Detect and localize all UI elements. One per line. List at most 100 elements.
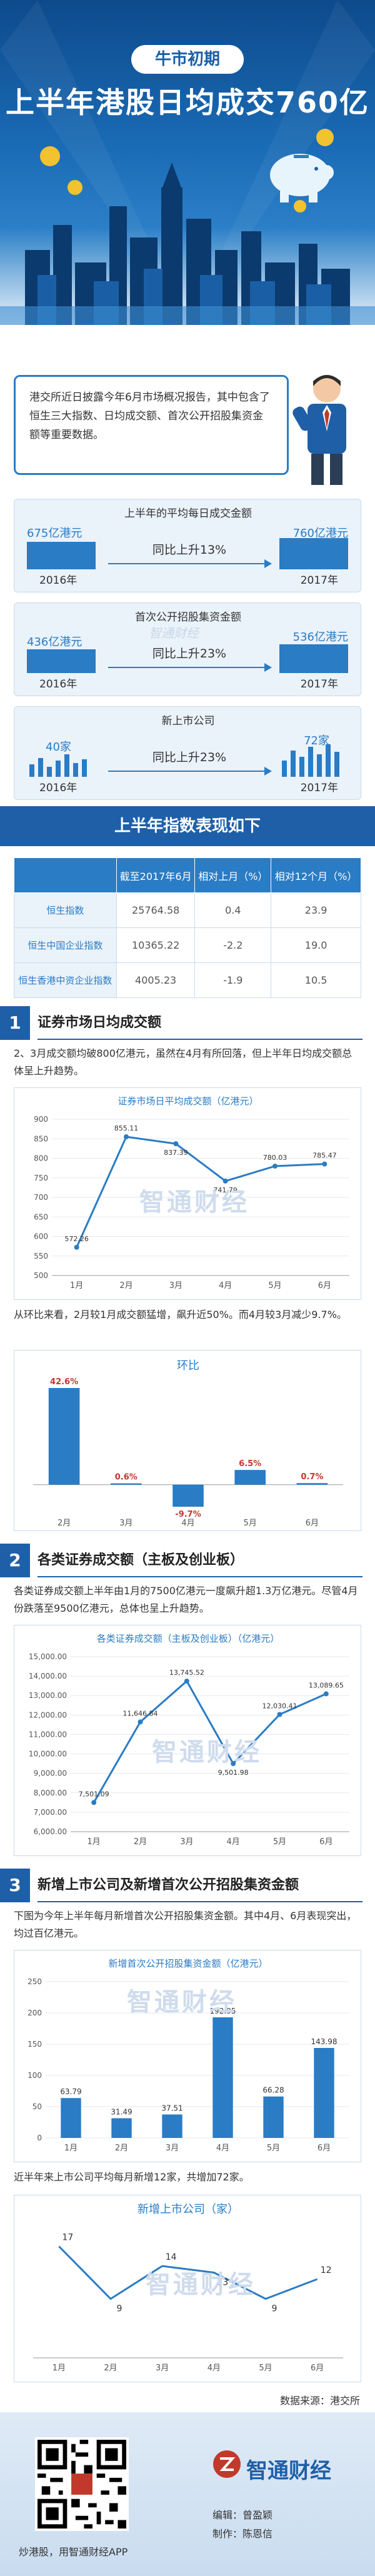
index-name: 恒生香港中资企业指数	[14, 962, 117, 998]
table-cell: 23.9	[271, 892, 361, 928]
stat-right-bar	[279, 538, 348, 569]
x-tick-label: 3月	[166, 2144, 179, 2153]
stat-right-value: 760亿港元	[292, 527, 348, 540]
chart-svg: 新增首次公开招股集资金额（亿港元） 0 50 100 150 200 250 63.79 1月 3…	[28, 1958, 349, 2153]
x-tick-label: 5月	[267, 2144, 280, 2153]
intro-section: 港交所近日披露今年6月市场概况报告，其中包含了恒生三大指数、日均成交额、首次公开…	[14, 375, 361, 486]
y-tick-label: 50	[32, 2102, 42, 2111]
editor-credit: 编辑：曾盈颖	[212, 2509, 273, 2521]
stat-new-listings: 新上市公司 40家 72家 同比上升23% 2016年 2017年	[14, 706, 361, 800]
data-label: 0.7%	[301, 1472, 323, 1482]
y-tick-label: 100	[28, 2071, 42, 2080]
stat-right-value: 72家	[304, 734, 329, 747]
y-tick-label: 15,000.00	[29, 1652, 67, 1661]
table-cell: 10365.22	[116, 927, 196, 963]
hero-banner: 牛市初期 上半年港股日均成交760亿	[0, 0, 375, 325]
index-table: 截至2017年6月 相对上月（%） 相对12个月（%） 恒生指数 25764.5…	[14, 857, 361, 998]
chart-new-listings: 新增上市公司（家） 17 1月 9 2月 14 3月 13 4月 9 5月 12 6月 智通财经	[14, 2195, 361, 2382]
index-section-title: 上半年指数表现如下	[0, 806, 375, 846]
stat-title: 首次公开招股集资金额	[135, 611, 241, 624]
y-tick-label: 6,000.00	[34, 1827, 67, 1836]
data-label: 780.03	[263, 1154, 288, 1162]
stat-title: 新上市公司	[161, 715, 215, 727]
x-tick-label: 6月	[318, 1281, 331, 1290]
chart-daily-turnover: 证券市场日平均成交额（亿港元） 500 550 600 650 700 750 800 850 9…	[14, 1087, 361, 1300]
stat-daily-turnover: 上半年的平均每日成交金额 675亿港元 760亿港元 同比上升13% 2016年…	[14, 499, 361, 592]
bar	[162, 2114, 182, 2138]
bar	[111, 1483, 142, 1485]
table-header	[14, 857, 117, 893]
data-label: 42.6%	[50, 1377, 78, 1387]
table-cell: 0.4	[194, 892, 272, 928]
data-point	[277, 1712, 282, 1717]
x-tick-label: 6月	[311, 2364, 324, 2373]
x-tick-label: 1月	[64, 2144, 78, 2153]
y-tick-label: 0	[37, 2134, 42, 2142]
table-cell: -1.9	[194, 962, 272, 998]
chart-mom-change: 环比 42.6% 2月 0.6% 3月 -9.7% 4月 6.5% 5月 0.7% 6月	[14, 1350, 361, 1531]
section-3-header: 3 新增上市公司及新增首次公开招股集资金额	[0, 1869, 375, 1902]
stat-left-bar	[27, 542, 96, 569]
businessman-illustration	[292, 375, 346, 485]
section-2-header: 2 各类证券成交额（主板及创业板）	[0, 1544, 375, 1577]
x-tick-label: 1月	[70, 1281, 83, 1290]
data-label: 0.6%	[115, 1473, 138, 1482]
chart-svg: 环比 42.6% 2月 0.6% 3月 -9.7%4月 6.5% 5月 0.7% 6月	[33, 1359, 343, 1528]
chart-watermark: 智通财经	[146, 2270, 256, 2299]
y-tick-label: 13,000.00	[29, 1691, 67, 1700]
table-cell: -2.2	[194, 927, 272, 963]
chart-ipo-funds: 新增首次公开招股集资金额（亿港元） 0 50 100 150 200 250 63.79 1月 3…	[14, 1950, 361, 2162]
chart-title: 各类证券成交额（主板及创业板）（亿港元）	[97, 1633, 280, 1644]
x-tick-label: 5月	[268, 1281, 281, 1290]
stat-left-bar	[27, 649, 96, 673]
stat-left-value: 40家	[46, 741, 71, 754]
data-label: 31.49	[111, 2108, 132, 2117]
x-tick-label: 2月	[104, 2364, 117, 2373]
bar	[314, 2048, 334, 2138]
x-tick-label: 4月	[227, 1837, 240, 1847]
x-tick-label: 2月	[58, 1519, 71, 1528]
section-3-paragraph-2: 近半年来上市公司平均每月新增12家，共增加72家。	[14, 2171, 249, 2183]
chart-title: 新增首次公开招股集资金额（亿港元）	[108, 1958, 268, 1969]
chart-title: 新增上市公司（家）	[138, 2203, 239, 2216]
data-label: 13,089.65	[309, 1681, 344, 1689]
y-tick-label: 850	[34, 1134, 48, 1143]
bar	[172, 1484, 204, 1507]
bar	[212, 2017, 233, 2138]
x-tick-label: 6月	[318, 2144, 331, 2153]
y-tick-label: 10,000.00	[29, 1750, 67, 1759]
hero-background-art	[0, 0, 375, 325]
stat-left-year: 2016年	[39, 782, 78, 794]
qr-code-icon[interactable]	[35, 2437, 129, 2531]
chart-securities-turnover: 各类证券成交额（主板及创业板）（亿港元） 6,000.00 7,000.00 8,00…	[14, 1625, 361, 1856]
bar	[296, 1483, 328, 1485]
bar	[263, 2096, 284, 2138]
stat-left-value: 436亿港元	[27, 636, 82, 649]
data-label: 9,501.98	[218, 1769, 249, 1777]
x-tick-label: 3月	[180, 1837, 193, 1847]
section-1-paragraph-2: 从环比来看，2月较1月成交额猛增，飙升近50%。而4月较3月减少9.7%。	[14, 1309, 347, 1320]
data-label: 12	[321, 2265, 332, 2275]
data-label: 837.39	[164, 1149, 188, 1157]
stat-right-bar	[279, 644, 348, 673]
table-cell: 10.5	[271, 962, 361, 998]
section-1-header: 1 证券市场日均成交额	[0, 1006, 375, 1040]
table-header: 相对12个月（%）	[271, 857, 361, 893]
section-3-paragraph: 下图为今年上半年每月新增首次公开招股集资金额。其中4月、6月表现突出，均过百亿港…	[14, 1910, 357, 1939]
y-tick-label: 600	[34, 1232, 48, 1241]
series-line	[92, 1679, 327, 1804]
y-tick-label: 150	[28, 2040, 42, 2049]
stat-right-year: 2017年	[300, 678, 338, 691]
data-label: 9	[272, 2304, 278, 2314]
data-point	[173, 1141, 179, 1147]
growth-arrow	[108, 559, 272, 568]
stat-right-year: 2017年	[300, 574, 338, 587]
y-tick-label: 12,000.00	[29, 1710, 67, 1719]
stat-growth: 同比上升23%	[152, 751, 227, 764]
x-tick-label: 5月	[259, 2364, 272, 2373]
section-number: 2	[0, 1544, 30, 1577]
stat-left-minibars	[29, 754, 87, 777]
x-tick-label: 4月	[216, 2144, 229, 2153]
data-source: 数据来源：港交所	[279, 2395, 360, 2407]
